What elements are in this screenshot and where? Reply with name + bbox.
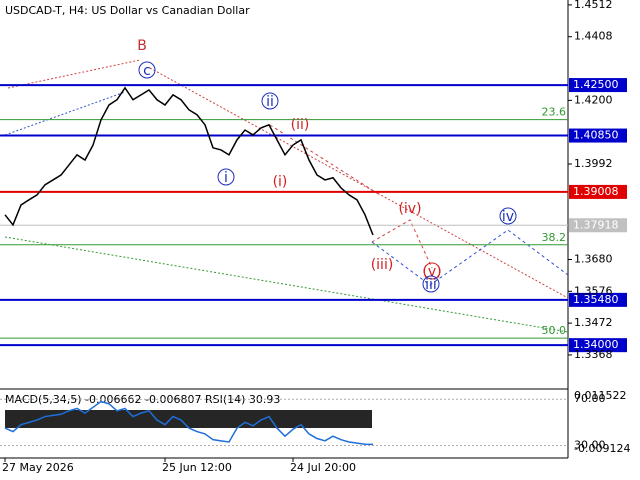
y-tick-label: 1.3992 bbox=[574, 157, 613, 170]
level-tag bbox=[569, 78, 627, 93]
wave-label: (ii) bbox=[291, 117, 310, 133]
y-tick-label: 1.4408 bbox=[574, 30, 613, 43]
wave-label: i bbox=[224, 170, 228, 186]
fib-label: 38.2 bbox=[542, 231, 567, 244]
projection bbox=[371, 219, 433, 269]
price-line bbox=[4, 86, 374, 236]
wave-label: ii bbox=[266, 94, 274, 110]
trend-lines bbox=[4, 59, 569, 333]
y-tick-label: 1.3576 bbox=[574, 284, 613, 297]
x-tick-label: 25 Jun 12:00 bbox=[162, 461, 232, 474]
chart-title: USDCAD-T, H4: US Dollar vs Canadian Doll… bbox=[5, 4, 250, 17]
indicator-header: MACD(5,34,5) -0.006662 -0.006807 RSI(14)… bbox=[5, 393, 280, 406]
y-tick-label: 1.3680 bbox=[574, 252, 613, 265]
wave-label: (iii) bbox=[371, 257, 394, 273]
y-tick-label: 1.3472 bbox=[574, 316, 613, 329]
wave-circle bbox=[217, 168, 235, 186]
level-tag bbox=[569, 338, 627, 353]
wave-circle bbox=[261, 92, 279, 110]
wave-circle bbox=[499, 207, 517, 225]
projection bbox=[371, 229, 569, 286]
x-tick-label: 27 May 2026 bbox=[2, 461, 74, 474]
wave-label: c bbox=[143, 63, 151, 79]
level-label: 1.34000 bbox=[573, 338, 619, 351]
trend-line bbox=[4, 236, 569, 333]
level-tag bbox=[569, 218, 627, 233]
wave-label: (i) bbox=[273, 174, 288, 190]
level-tag bbox=[569, 184, 627, 199]
trend-line bbox=[4, 91, 126, 136]
y-tick-label: 1.4200 bbox=[574, 93, 613, 106]
trend-line bbox=[149, 67, 569, 299]
level-tag bbox=[569, 128, 627, 143]
y-tick-label: 1.4512 bbox=[574, 0, 613, 11]
level-label: 1.40850 bbox=[573, 129, 619, 142]
y-tick-label: 1.3368 bbox=[574, 348, 613, 361]
indicator-tick-label: 30.00 bbox=[574, 438, 606, 451]
wave-label: (iv) bbox=[398, 201, 421, 217]
indicator-scale-label: -0.009124 bbox=[574, 442, 630, 455]
wave-label: (v) bbox=[422, 264, 441, 280]
fib-label: 23.6 bbox=[542, 106, 567, 119]
wave-circle bbox=[138, 61, 156, 79]
rsi-line bbox=[4, 400, 374, 446]
trend-line bbox=[269, 124, 381, 196]
wave-label: B bbox=[137, 38, 147, 54]
level-label: 1.42500 bbox=[573, 78, 619, 91]
macd-histogram-band bbox=[5, 410, 372, 428]
indicator-scale-label: 0.011522 bbox=[574, 389, 627, 402]
fib-label: 50.0 bbox=[542, 324, 567, 337]
trend-line bbox=[7, 59, 141, 89]
wave-circle bbox=[422, 275, 440, 293]
level-tag bbox=[569, 292, 627, 307]
wave-label: iii bbox=[425, 277, 437, 293]
indicator-tick-label: 70.00 bbox=[574, 392, 606, 405]
level-label: 1.39008 bbox=[573, 185, 619, 198]
level-label: 1.35480 bbox=[573, 293, 619, 306]
level-label: 1.37918 bbox=[573, 218, 619, 231]
wave-label: iv bbox=[502, 209, 514, 225]
x-tick-label: 24 Jul 20:00 bbox=[290, 461, 356, 474]
wave-circle bbox=[423, 262, 441, 280]
